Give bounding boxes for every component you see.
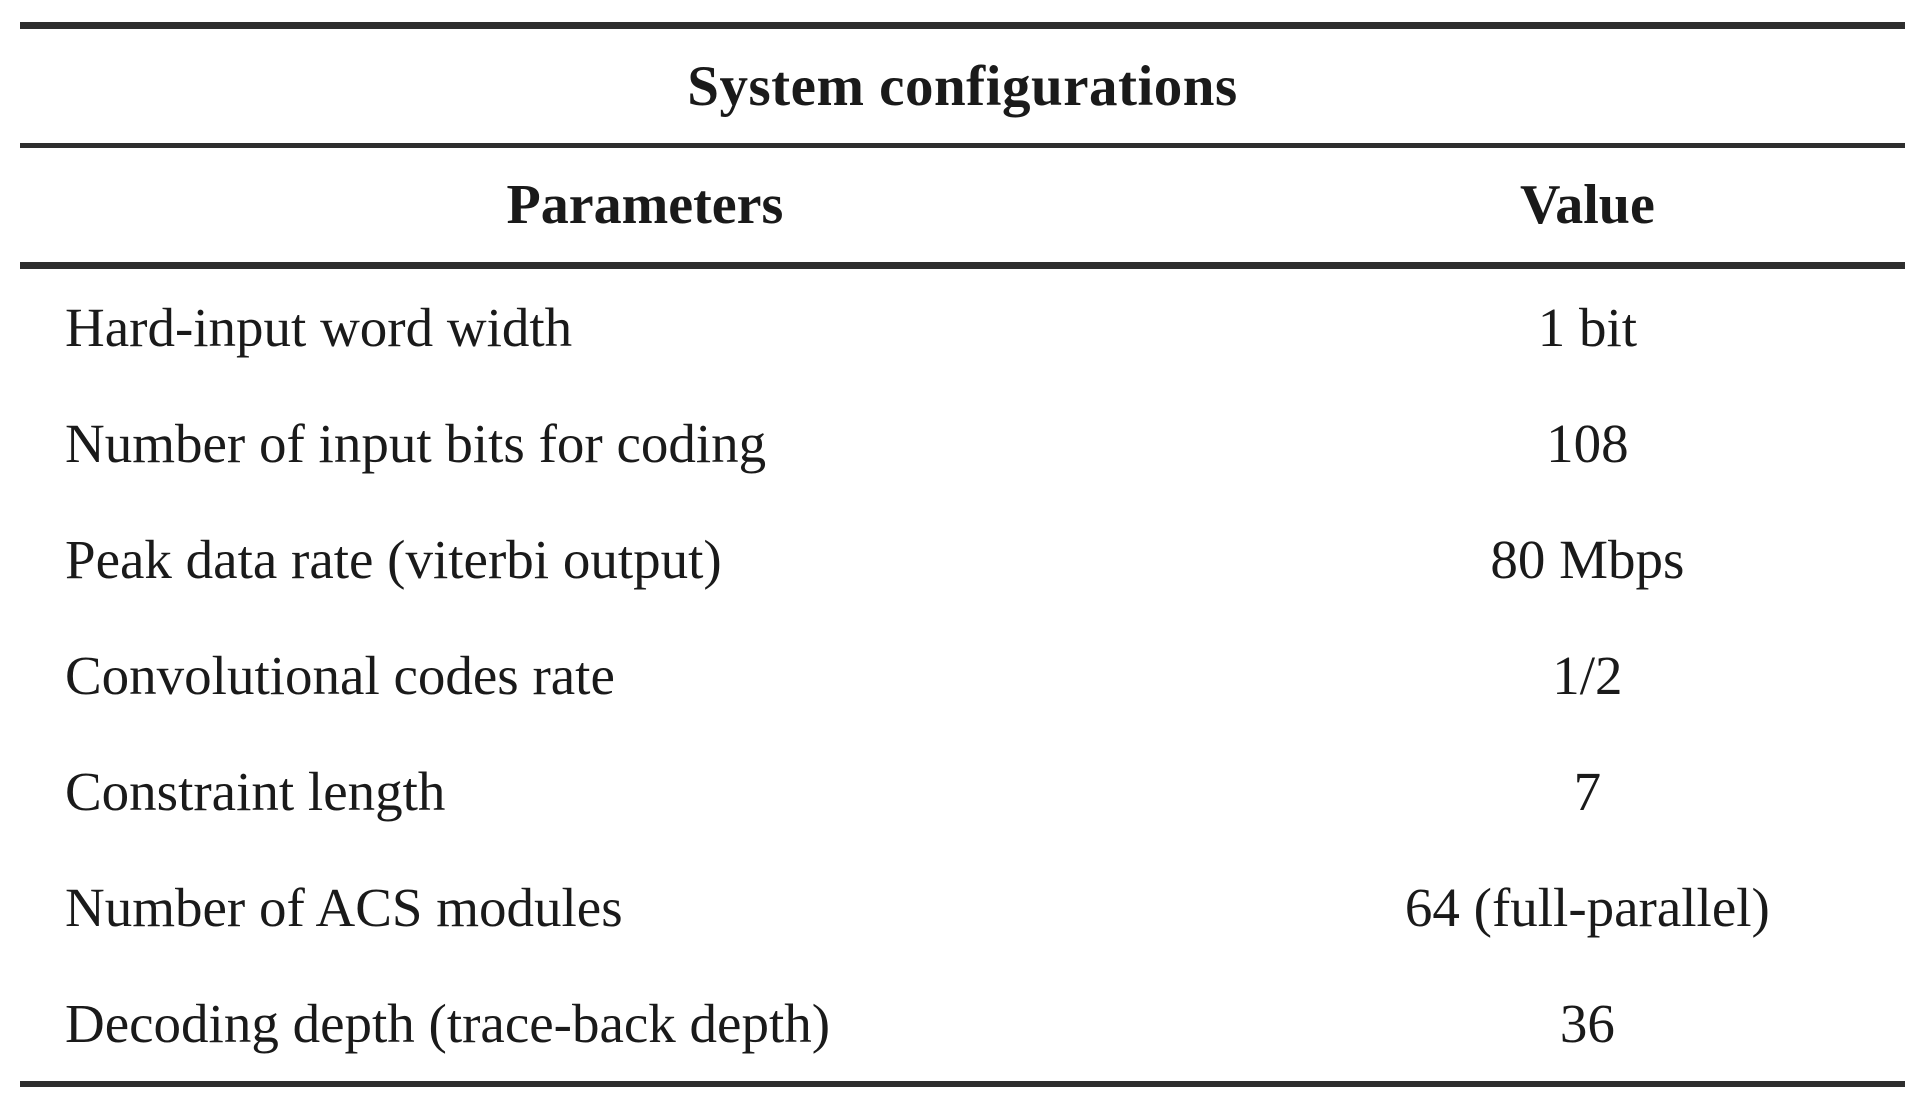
parameter-cell: Hard-input word width [65, 296, 573, 358]
value-cell: 7 [1573, 760, 1602, 822]
parameter-cell: Number of ACS modules [65, 876, 623, 938]
parameter-cell: Peak data rate (viterbi output) [65, 528, 722, 590]
parameter-cell: Number of input bits for coding [65, 412, 767, 474]
column-header-parameters: Parameters [506, 174, 784, 236]
bottom-rule [20, 1081, 1905, 1087]
value-cell: 80 Mbps [1490, 528, 1685, 590]
table-row: Hard-input word width 1 bit [20, 269, 1905, 385]
top-rule [20, 22, 1905, 29]
header-separator-rule [20, 262, 1905, 269]
table-row: Number of ACS modules 64 (full-parallel) [20, 849, 1905, 965]
table-row: Number of input bits for coding 108 [20, 385, 1905, 501]
value-cell: 64 (full-parallel) [1404, 876, 1770, 938]
parameter-cell: Constraint length [65, 760, 446, 822]
table-row: Convolutional codes rate 1/2 [20, 617, 1905, 733]
title-separator-rule [20, 143, 1905, 148]
value-cell: 1/2 [1552, 644, 1623, 706]
table-body: Hard-input word width 1 bit Number of in… [20, 269, 1905, 1081]
value-cell: 108 [1546, 412, 1629, 474]
parameter-cell: Convolutional codes rate [65, 644, 615, 706]
column-header-value: Value [1519, 174, 1655, 236]
table-row: Decoding depth (trace-back depth) 36 [20, 965, 1905, 1081]
table-title: System configurations [687, 54, 1238, 118]
system-configurations-table: System configurations Parameters Value H… [20, 22, 1905, 1087]
table-row: Constraint length 7 [20, 733, 1905, 849]
parameter-cell: Decoding depth (trace-back depth) [65, 992, 831, 1054]
value-cell: 36 [1559, 992, 1615, 1054]
table-header-row: Parameters Value [20, 148, 1905, 262]
table-row: Peak data rate (viterbi output) 80 Mbps [20, 501, 1905, 617]
value-cell: 1 bit [1537, 296, 1638, 358]
